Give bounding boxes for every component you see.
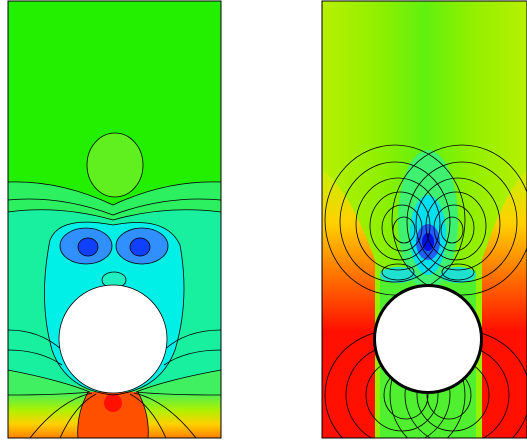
band — [380, 267, 416, 283]
low-core — [78, 238, 98, 256]
low-core — [130, 238, 150, 256]
cylinder — [59, 285, 167, 393]
page: (() => { const data = JSON.parse(documen… — [0, 0, 527, 443]
band — [440, 267, 476, 283]
right-panel — [322, 1, 527, 443]
high-core — [104, 394, 122, 412]
left-panel — [8, 1, 221, 438]
contour-figure — [0, 0, 527, 443]
low-core — [422, 233, 434, 251]
contour-island — [87, 133, 143, 197]
cylinder — [376, 287, 480, 391]
